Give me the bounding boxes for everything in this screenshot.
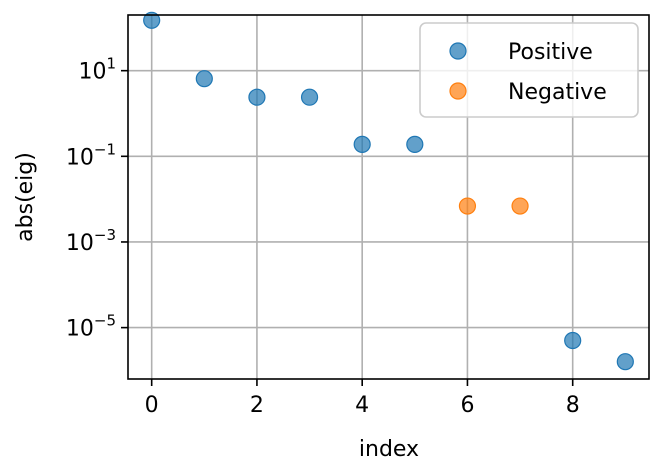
data-point-positive [616, 353, 634, 371]
y-tick-label: 10−5 [66, 312, 116, 342]
x-tick-label: 8 [566, 393, 580, 418]
legend-box [419, 22, 639, 118]
x-axis-label: index [359, 437, 419, 462]
data-point-positive [143, 11, 161, 29]
data-points [143, 11, 634, 371]
data-point-positive [406, 135, 424, 153]
y-tick-label: 10−1 [66, 140, 116, 170]
y-tick-label: 10−3 [66, 226, 116, 256]
data-point-positive [564, 331, 582, 350]
data-point-negative [511, 197, 529, 215]
y-axis-label: abs(eig) [13, 152, 38, 242]
data-point-positive [353, 135, 371, 153]
legend-marker-positive [449, 42, 467, 60]
x-tick-label: 2 [250, 393, 264, 418]
data-point-positive [248, 88, 266, 106]
x-tick-label: 6 [460, 393, 474, 418]
data-point-negative [458, 197, 477, 215]
y-axis-ticks: 101 10−1 10−3 10−5 [66, 55, 128, 342]
legend-marker-negative [449, 82, 467, 100]
y-tick-label: 101 [78, 55, 116, 85]
legend-label-negative: Negative [508, 80, 607, 105]
legend-label-positive: Positive [508, 40, 593, 65]
data-point-positive [300, 88, 319, 106]
x-tick-label: 0 [145, 393, 159, 418]
legend: Positive Negative [419, 22, 639, 118]
plot-frame [127, 14, 650, 380]
data-point-positive [195, 70, 213, 88]
x-tick-label: 4 [355, 393, 369, 418]
x-axis-ticks: 0 2 4 6 8 [145, 379, 580, 418]
